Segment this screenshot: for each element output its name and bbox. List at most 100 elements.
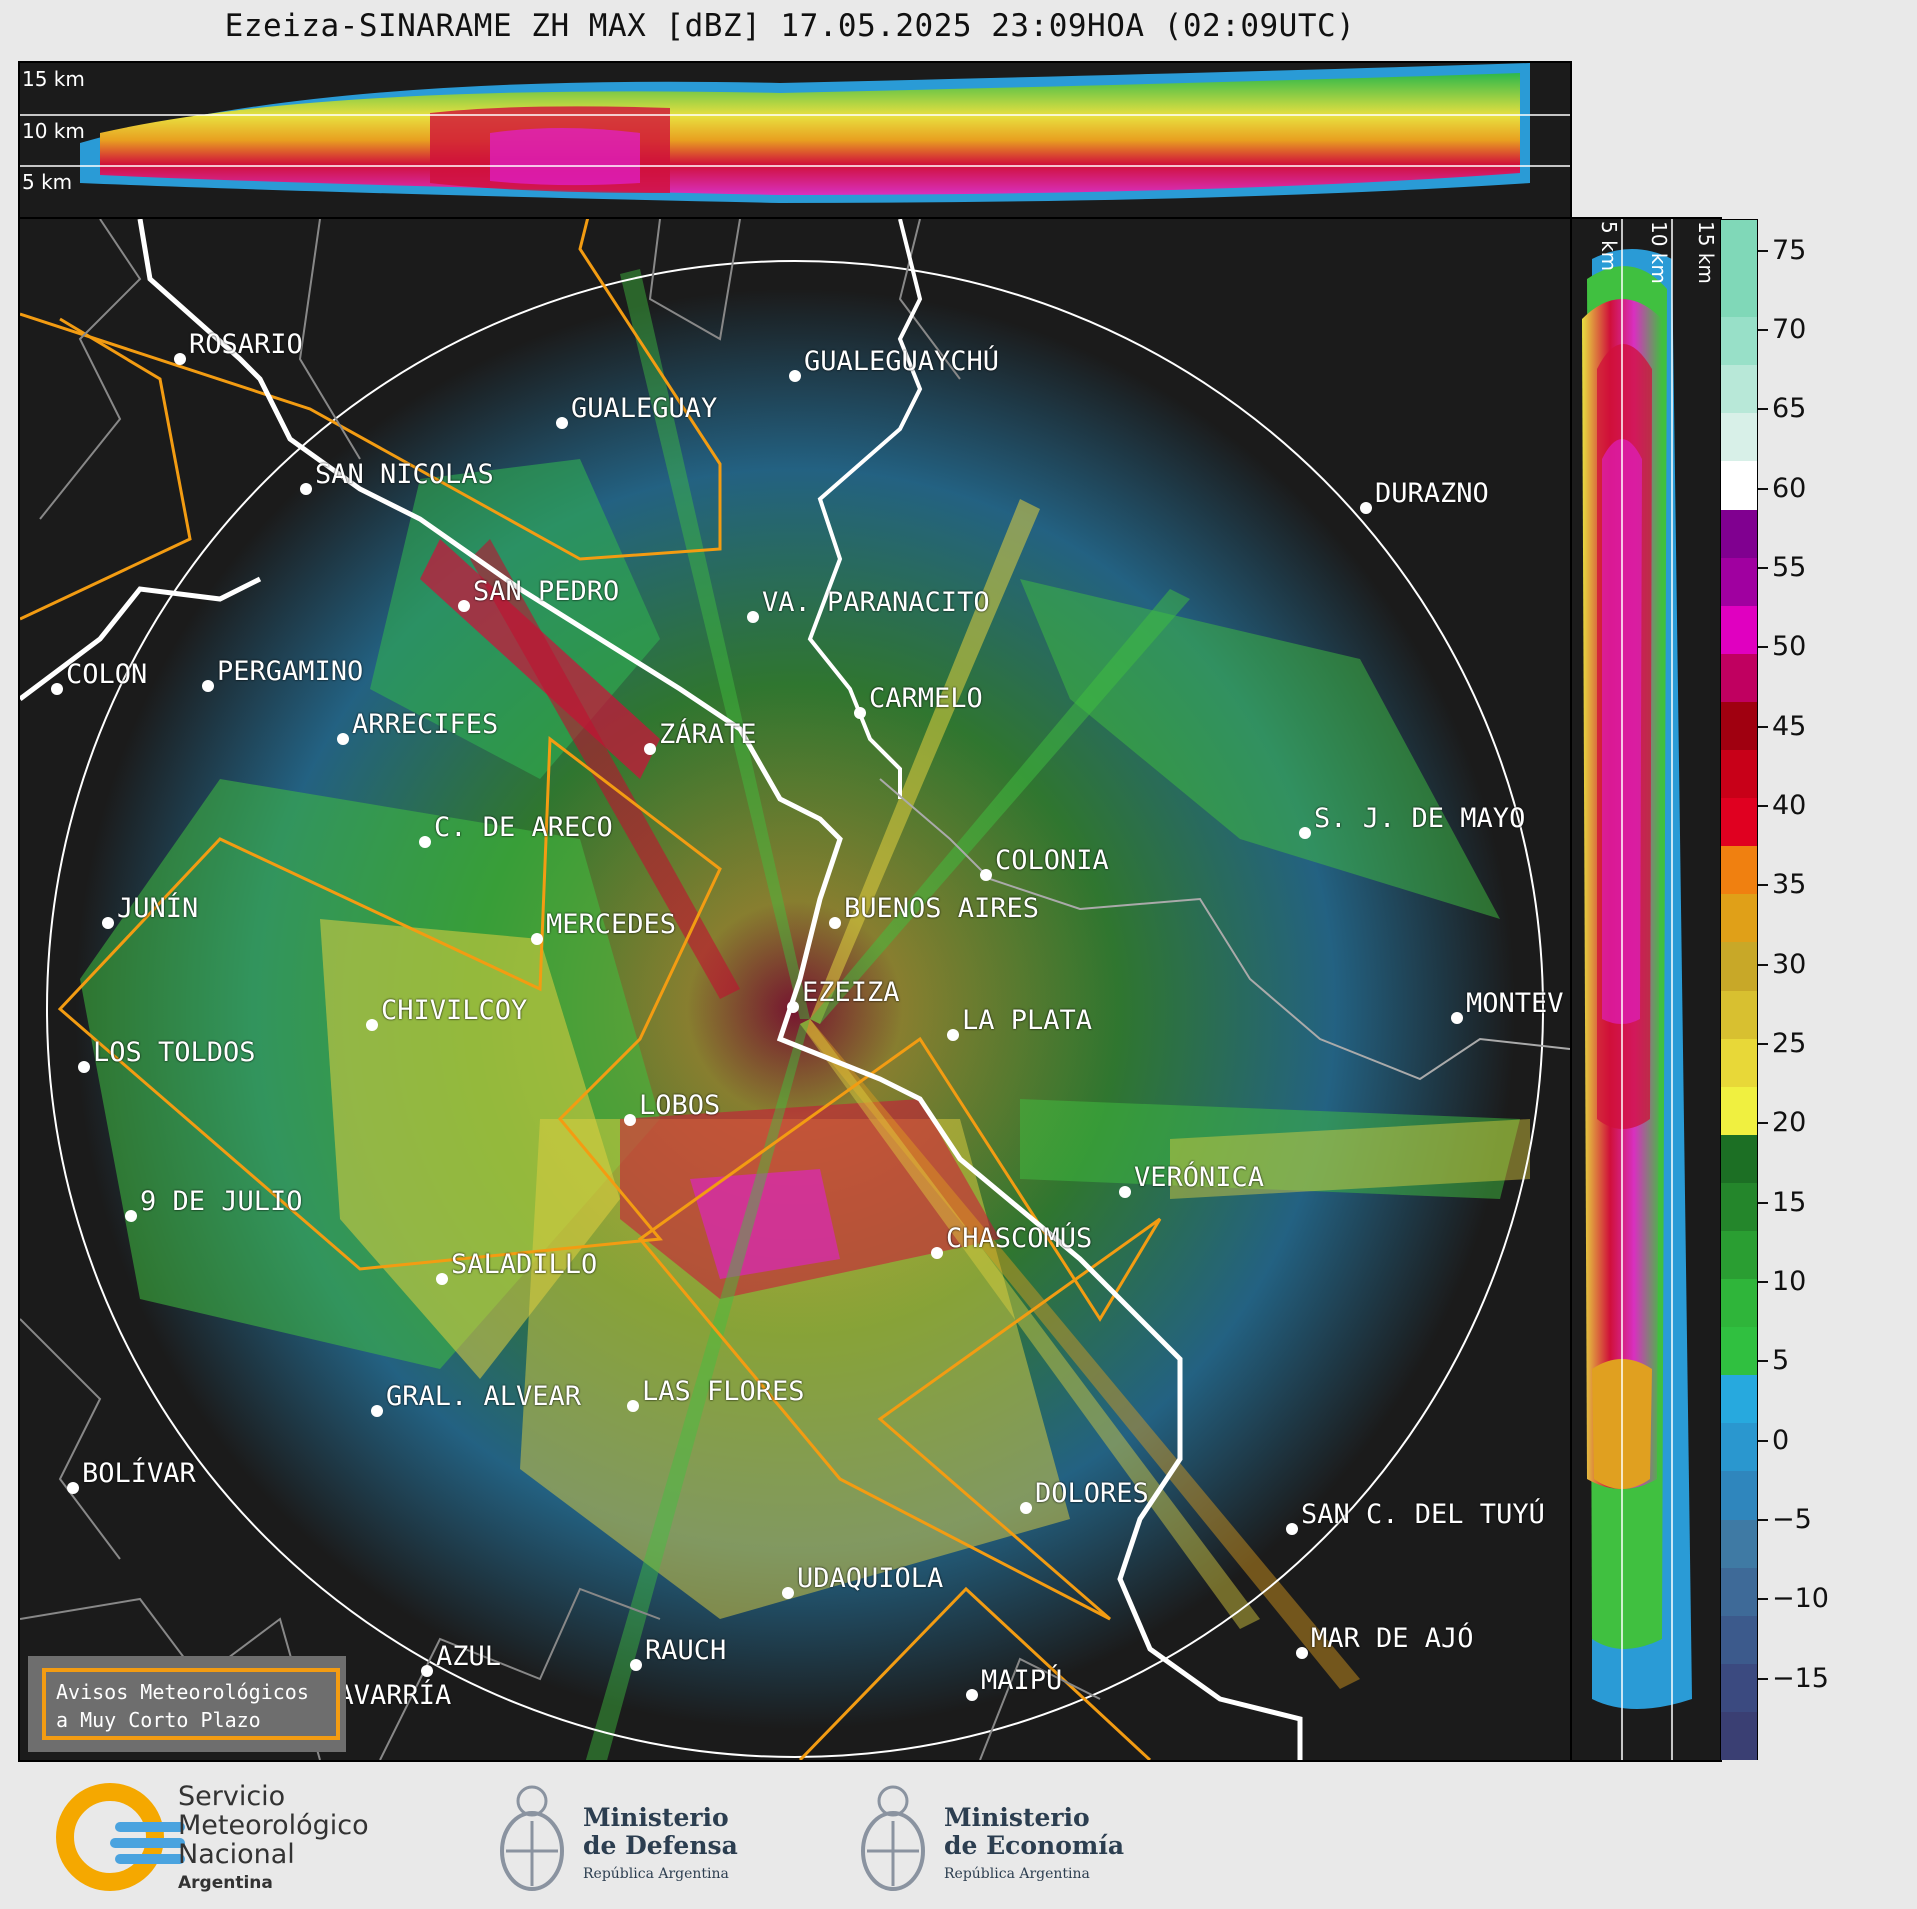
city-label: LA PLATA (962, 1005, 1093, 1036)
city-label: LAS FLORES (642, 1376, 805, 1407)
city-label: S. J. DE MAYO (1314, 803, 1526, 834)
warning-legend-frame: Avisos Meteorológicos a Muy Corto Plazo (42, 1668, 340, 1740)
colorbar-segment (1721, 652, 1757, 702)
footer: Servicio Meteorológico Nacional Argentin… (0, 1762, 1917, 1909)
city-marker (630, 1659, 642, 1671)
warning-polygon (20, 317, 192, 621)
colorbar-tick (1758, 1281, 1768, 1284)
city-label: AZUL (436, 1641, 502, 1672)
warning-legend-line1: Avisos Meteorológicos (56, 1680, 309, 1704)
smn-logo-text: Servicio Meteorológico Nacional Argentin… (178, 1781, 369, 1893)
city-marker (747, 611, 759, 623)
defensa-logo-text: Ministerio de Defensa República Argentin… (583, 1803, 738, 1883)
side-altitude-label-5km: 5 km (1597, 221, 1621, 272)
city-label: CHIVILCOY (381, 995, 528, 1026)
city-marker (644, 743, 656, 755)
colorbar-tick (1758, 1122, 1768, 1125)
city-marker (624, 1114, 636, 1126)
city-marker (174, 353, 186, 365)
colorbar-tick (1758, 884, 1768, 887)
city-marker (556, 417, 568, 429)
city-marker (1360, 502, 1372, 514)
colorbar-tick (1758, 1043, 1768, 1046)
city-marker (947, 1029, 959, 1041)
city-label: DOLORES (1035, 1478, 1149, 1509)
argentina-coat-of-arms-icon (500, 1785, 564, 1891)
colorbar-segment (1721, 1470, 1757, 1520)
colorbar-tick-label: −5 (1772, 1504, 1812, 1535)
colorbar-tick (1758, 963, 1768, 966)
colorbar-segment (1721, 1710, 1757, 1760)
city-marker (51, 683, 63, 695)
colorbar-tick (1758, 1519, 1768, 1521)
warning-polygon (57, 736, 722, 1271)
colorbar-segment (1721, 1374, 1757, 1424)
top-cross-section (20, 63, 1570, 203)
colorbar-tick (1758, 487, 1768, 490)
colorbar-segment (1721, 412, 1757, 462)
city-label: GUALEGUAY (571, 393, 718, 424)
page-title: Ezeiza-SINARAME ZH MAX [dBZ] 17.05.2025 … (224, 8, 1356, 44)
city-marker (300, 483, 312, 495)
colorbar-tick-label: 30 (1772, 948, 1807, 980)
colorbar-tick-label: 45 (1772, 710, 1807, 742)
city-marker (789, 370, 801, 382)
city-label: JUNÍN (117, 893, 199, 924)
city-label: SALADILLO (451, 1249, 598, 1280)
top-cross-section-panel: 15 km 10 km 5 km (18, 61, 1572, 219)
range-ring (46, 260, 1544, 1758)
city-marker (627, 1400, 639, 1412)
city-marker (419, 836, 431, 848)
argentina-coat-of-arms-icon (861, 1785, 925, 1891)
colorbar-segment (1721, 700, 1757, 751)
city-marker (67, 1482, 79, 1494)
altitude-label-5km: 5 km (22, 170, 73, 194)
city-label: EZEIZA (802, 977, 900, 1008)
city-marker (1296, 1647, 1308, 1659)
city-marker (125, 1210, 137, 1222)
colorbar-segment (1721, 1278, 1757, 1328)
colorbar-segment (1721, 893, 1757, 943)
city-marker (980, 869, 992, 881)
city-marker (337, 733, 349, 745)
colorbar-segment (1721, 1229, 1757, 1280)
coastline (137, 219, 1303, 1760)
colorbar-segment (1721, 268, 1757, 318)
radar-map-panel[interactable]: ROSARIO GUALEGUAYCHÚ GUALEGUAY SAN NICOLAS D… (18, 217, 1572, 1762)
colorbar-segment (1721, 1181, 1757, 1231)
city-label: SAN C. DEL TUYÚ (1301, 1499, 1545, 1530)
city-label: SAN PEDRO (473, 576, 620, 607)
uruguay-river (807, 219, 923, 799)
smn-logo-icon (56, 1783, 185, 1891)
colorbar-segment (1721, 508, 1757, 558)
city-label: ARRECIFES (352, 709, 499, 740)
river (20, 576, 262, 701)
colorbar-tick (1758, 1677, 1768, 1680)
colorbar-tick-label: 10 (1772, 1266, 1807, 1298)
colorbar-tick-label: −10 (1772, 1583, 1829, 1615)
admin-boundaries (20, 219, 1101, 1760)
warning-legend: Avisos Meteorológicos a Muy Corto Plazo (28, 1656, 346, 1752)
city-label: 9 DE JULIO (140, 1186, 303, 1217)
city-marker (931, 1247, 943, 1259)
city-label: LOS TOLDOS (93, 1037, 256, 1068)
colorbar-tick (1758, 805, 1768, 808)
city-marker (854, 707, 866, 719)
colorbar-tick-label: −15 (1772, 1662, 1829, 1694)
colorbar-tick (1758, 249, 1768, 252)
colorbar-segment (1721, 1422, 1757, 1472)
colorbar-tick-label: 0 (1772, 1424, 1790, 1456)
city-marker (829, 917, 841, 929)
city-marker (966, 1689, 978, 1701)
colorbar-segment (1721, 1037, 1757, 1087)
city-marker (366, 1019, 378, 1031)
city-label: BUENOS AIRES (844, 893, 1040, 924)
city-label: ROSARIO (189, 329, 303, 360)
city-label: GUALEGUAYCHÚ (804, 346, 1000, 377)
colorbar-tick (1758, 567, 1768, 570)
city-label: C. DE ARECO (434, 812, 613, 843)
city-label: BOLÍVAR (82, 1458, 196, 1489)
city-label: DURAZNO (1375, 478, 1489, 509)
city-label: COLONIA (995, 845, 1109, 876)
colorbar-tick-label: 55 (1772, 552, 1807, 584)
